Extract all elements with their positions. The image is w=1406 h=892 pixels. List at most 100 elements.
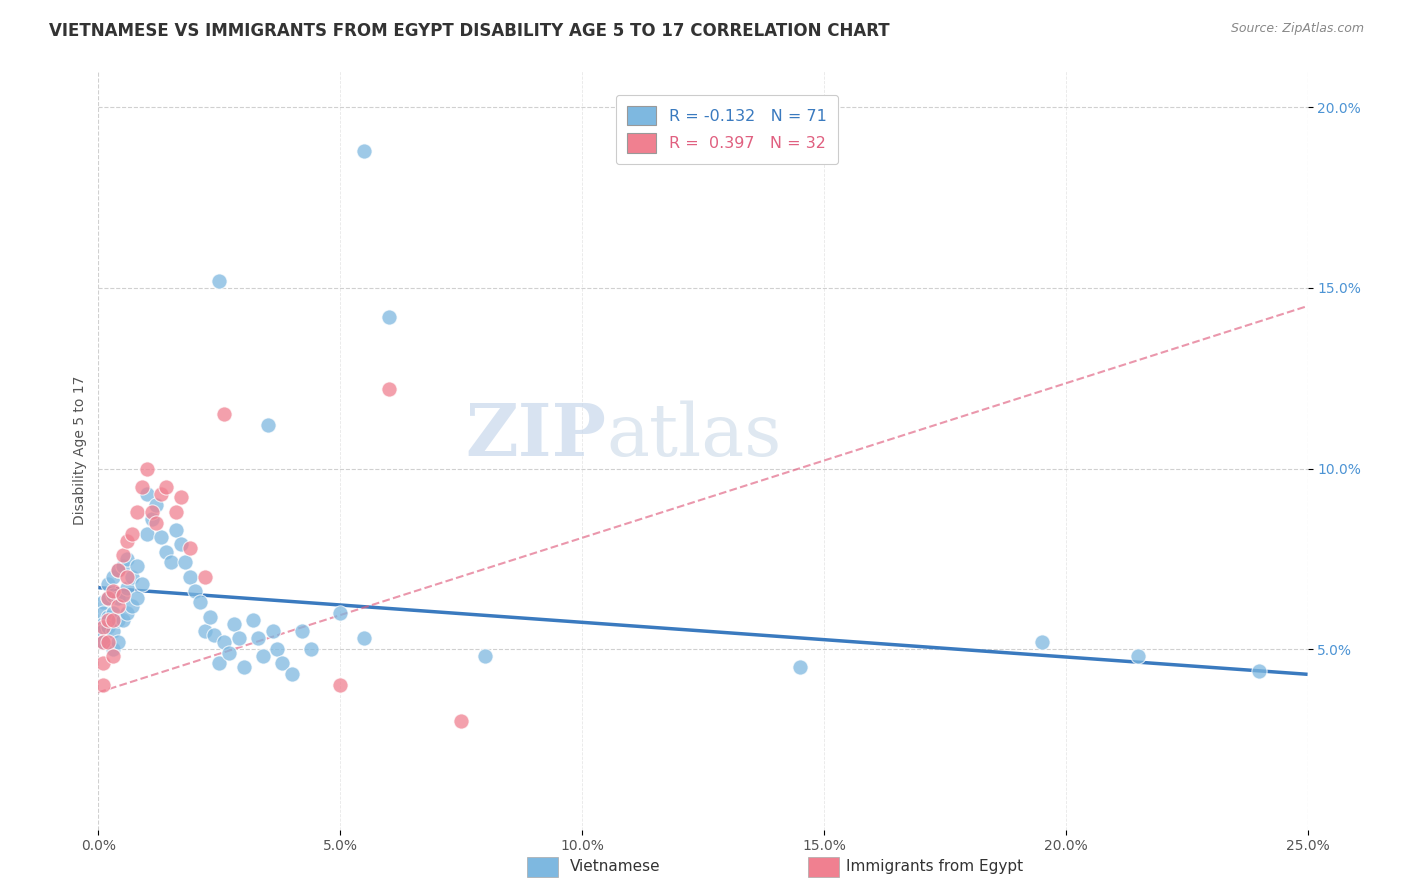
Point bbox=[101, 584, 124, 599]
Point bbox=[101, 613, 124, 627]
Point bbox=[329, 678, 352, 692]
Point bbox=[91, 635, 114, 649]
Point bbox=[155, 544, 177, 558]
Point bbox=[107, 635, 129, 649]
Point bbox=[281, 667, 304, 681]
Point bbox=[150, 487, 173, 501]
Point bbox=[262, 624, 284, 638]
Text: VIETNAMESE VS IMMIGRANTS FROM EGYPT DISABILITY AGE 5 TO 17 CORRELATION CHART: VIETNAMESE VS IMMIGRANTS FROM EGYPT DISA… bbox=[49, 22, 890, 40]
Point bbox=[117, 581, 139, 595]
Point bbox=[1031, 635, 1053, 649]
Point bbox=[266, 642, 288, 657]
Text: Vietnamese: Vietnamese bbox=[569, 859, 659, 873]
Point bbox=[160, 555, 183, 569]
Point bbox=[117, 533, 139, 548]
Point bbox=[204, 627, 226, 641]
Point bbox=[247, 631, 270, 645]
Point bbox=[150, 530, 173, 544]
Point bbox=[179, 541, 201, 555]
Point bbox=[97, 635, 120, 649]
Text: Source: ZipAtlas.com: Source: ZipAtlas.com bbox=[1230, 22, 1364, 36]
Point bbox=[377, 382, 399, 396]
Point bbox=[353, 144, 375, 158]
Point bbox=[169, 491, 191, 505]
Point bbox=[353, 631, 375, 645]
Point bbox=[194, 624, 217, 638]
Point bbox=[165, 523, 187, 537]
Point bbox=[101, 649, 124, 664]
Point bbox=[97, 591, 120, 606]
Point bbox=[101, 606, 124, 620]
Point bbox=[91, 616, 114, 631]
Point bbox=[184, 584, 207, 599]
Point bbox=[145, 498, 167, 512]
Point bbox=[111, 588, 134, 602]
Point bbox=[111, 548, 134, 562]
Point bbox=[232, 660, 254, 674]
Point bbox=[212, 635, 235, 649]
Point bbox=[188, 595, 211, 609]
Point bbox=[91, 678, 114, 692]
Point bbox=[111, 613, 134, 627]
Point bbox=[91, 620, 114, 634]
Point bbox=[155, 479, 177, 493]
Point bbox=[169, 537, 191, 551]
Point bbox=[789, 660, 811, 674]
Point bbox=[107, 599, 129, 613]
Point bbox=[91, 606, 114, 620]
Point bbox=[208, 657, 231, 671]
Point bbox=[127, 559, 149, 574]
Point bbox=[290, 624, 312, 638]
Point bbox=[141, 512, 163, 526]
Point bbox=[121, 570, 143, 584]
Point bbox=[111, 559, 134, 574]
Point bbox=[329, 606, 352, 620]
Point bbox=[222, 616, 245, 631]
Point bbox=[179, 570, 201, 584]
Point bbox=[271, 657, 294, 671]
Point bbox=[165, 505, 187, 519]
Point bbox=[131, 577, 153, 591]
Point bbox=[117, 606, 139, 620]
Point bbox=[1249, 664, 1271, 678]
Point bbox=[127, 591, 149, 606]
Point bbox=[198, 609, 221, 624]
Point bbox=[450, 714, 472, 729]
Point bbox=[107, 613, 129, 627]
Point bbox=[97, 577, 120, 591]
Point bbox=[117, 570, 139, 584]
Point bbox=[91, 635, 114, 649]
Point bbox=[121, 599, 143, 613]
Point bbox=[377, 310, 399, 324]
Point bbox=[91, 657, 114, 671]
Legend: R = -0.132   N = 71, R =  0.397   N = 32: R = -0.132 N = 71, R = 0.397 N = 32 bbox=[616, 95, 838, 164]
Point bbox=[218, 646, 240, 660]
Point bbox=[91, 595, 114, 609]
Point bbox=[111, 588, 134, 602]
Point bbox=[127, 505, 149, 519]
Point bbox=[121, 526, 143, 541]
Point bbox=[101, 624, 124, 638]
Point bbox=[208, 274, 231, 288]
Point bbox=[101, 570, 124, 584]
Point bbox=[107, 563, 129, 577]
Point bbox=[91, 624, 114, 638]
Point bbox=[97, 613, 120, 627]
Text: Immigrants from Egypt: Immigrants from Egypt bbox=[846, 859, 1024, 873]
Point bbox=[228, 631, 250, 645]
Point bbox=[135, 461, 157, 475]
Point bbox=[101, 588, 124, 602]
Point bbox=[101, 642, 124, 657]
Point bbox=[212, 408, 235, 422]
Point bbox=[252, 649, 274, 664]
Point bbox=[141, 505, 163, 519]
Point bbox=[242, 613, 264, 627]
Point bbox=[135, 487, 157, 501]
Point bbox=[107, 563, 129, 577]
Point bbox=[174, 555, 197, 569]
Point bbox=[1128, 649, 1150, 664]
Point bbox=[256, 418, 278, 433]
Point bbox=[299, 642, 322, 657]
Point bbox=[97, 609, 120, 624]
Point bbox=[107, 591, 129, 606]
